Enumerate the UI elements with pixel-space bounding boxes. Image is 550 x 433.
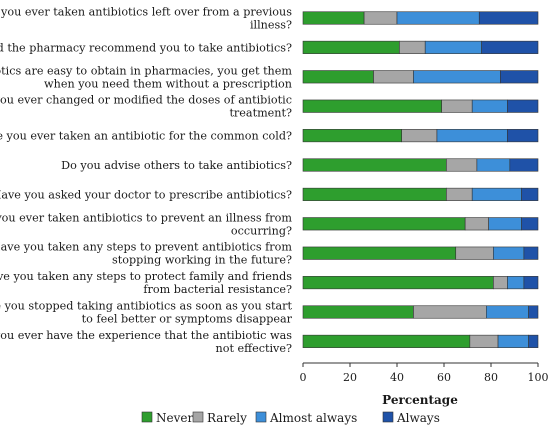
- bar-segment-almost-always: [476, 158, 511, 172]
- bar-segment-almost-always: [424, 40, 482, 54]
- bar-segment-almost-always: [488, 217, 522, 231]
- bar-segment-rarely: [446, 187, 473, 201]
- bar-segment-always: [507, 129, 539, 143]
- x-tick-label: 20: [343, 371, 357, 384]
- bar-segment-almost-always: [413, 70, 501, 84]
- bar-segment-always: [521, 217, 539, 231]
- question-label: Have you taken any steps to prevent anti…: [0, 241, 292, 254]
- bar-segment-never: [302, 305, 414, 319]
- legend: Never Rarely Almost always Always: [141, 411, 440, 425]
- question-label: when you need them without a prescriptio…: [44, 77, 292, 90]
- bar-segment-rarely: [373, 70, 414, 84]
- question-label: Have you stopped taking antibiotics as s…: [0, 300, 293, 313]
- legend-label: Almost always: [269, 411, 357, 425]
- question-label: Did you ever have the experience that th…: [0, 329, 292, 342]
- bar-segment-always: [528, 334, 539, 348]
- bar-segment-rarely: [401, 129, 438, 143]
- bar-segment-always: [481, 40, 539, 54]
- bar-segment-rarely: [446, 158, 478, 172]
- bar-segment-always: [509, 158, 539, 172]
- bar-segment-never: [302, 334, 471, 348]
- bar-segment-always: [521, 187, 539, 201]
- bar-segment-always: [523, 246, 539, 260]
- bar-segment-almost-always: [436, 129, 508, 143]
- legend-label: Always: [396, 411, 440, 425]
- x-tick-label: 40: [390, 371, 404, 384]
- legend-label: Rarely: [207, 411, 247, 425]
- bar-segment-always: [528, 305, 539, 319]
- question-label: occurring?: [231, 224, 292, 237]
- bar-segment-never: [302, 187, 447, 201]
- bar-segment-rarely: [441, 99, 473, 113]
- bar-segment-never: [302, 99, 442, 113]
- question-label: not effective?: [216, 342, 292, 355]
- question-label: illness?: [250, 19, 292, 32]
- question-label: Have you ever changed or modified the do…: [0, 94, 292, 107]
- bar-segment-always: [500, 70, 539, 84]
- bar-segment-never: [302, 11, 365, 25]
- bar-segment-rarely: [455, 246, 494, 260]
- bar-segment-never: [302, 70, 374, 84]
- bar-segment-almost-always: [497, 334, 529, 348]
- bar-segment-almost-always: [507, 276, 525, 290]
- x-tick-label: 0: [300, 371, 307, 384]
- bar-segment-always: [507, 99, 539, 113]
- question-label: Have you taken any steps to protect fami…: [0, 270, 292, 283]
- question-label: Do you advise others to take antibiotics…: [61, 159, 292, 172]
- bar-segment-rarely: [363, 11, 398, 25]
- legend-label: Never: [156, 411, 193, 425]
- question-label: stopping working in the future?: [112, 254, 292, 267]
- x-tick-label: 80: [484, 371, 498, 384]
- question-label: treatment?: [229, 107, 292, 120]
- bar-segment-rarely: [464, 217, 489, 231]
- x-axis-title: Percentage: [382, 393, 458, 407]
- bar-segment-never: [302, 129, 402, 143]
- x-axis: 0 20 40 60 80 100: [300, 362, 549, 384]
- bar-segment-never: [302, 276, 494, 290]
- question-label: from bacterial resistance?: [143, 283, 292, 296]
- bar-segment-almost-always: [493, 246, 525, 260]
- bar-segment-never: [302, 217, 466, 231]
- bar-segment-almost-always: [396, 11, 480, 25]
- bar-segment-almost-always: [471, 187, 522, 201]
- bar-segment-almost-always: [485, 305, 529, 319]
- bar-area: [302, 11, 539, 348]
- bar-segment-rarely: [493, 276, 508, 290]
- question-labels: Have you ever taken antibiotics left ove…: [0, 6, 293, 355]
- question-label: Did the pharmacy recommend you to take a…: [0, 41, 292, 54]
- question-label: Antibiotics are easy to obtain in pharma…: [0, 64, 292, 77]
- question-label: Have you ever taken antibiotics left ove…: [0, 6, 292, 19]
- bar-segment-always: [478, 11, 539, 25]
- x-tick-label: 100: [528, 371, 549, 384]
- legend-swatch: [141, 411, 153, 423]
- bar-segment-never: [302, 158, 447, 172]
- bar-segment-rarely: [399, 40, 426, 54]
- bar-segment-always: [523, 276, 539, 290]
- legend-swatch: [255, 411, 267, 423]
- x-tick-label: 60: [437, 371, 451, 384]
- bar-segment-never: [302, 40, 400, 54]
- legend-swatch: [382, 411, 394, 423]
- question-label: Have you ever taken an antibiotic for th…: [0, 130, 292, 143]
- question-label: Have you asked your doctor to prescribe …: [0, 188, 292, 201]
- legend-swatch: [192, 411, 204, 423]
- bar-segment-rarely: [469, 334, 499, 348]
- bar-segment-almost-always: [471, 99, 508, 113]
- question-label: Have you ever taken antibiotics to preve…: [0, 211, 292, 224]
- question-label: to feel better or symptoms disappear: [82, 313, 293, 326]
- bar-segment-rarely: [413, 305, 487, 319]
- bar-segment-never: [302, 246, 457, 260]
